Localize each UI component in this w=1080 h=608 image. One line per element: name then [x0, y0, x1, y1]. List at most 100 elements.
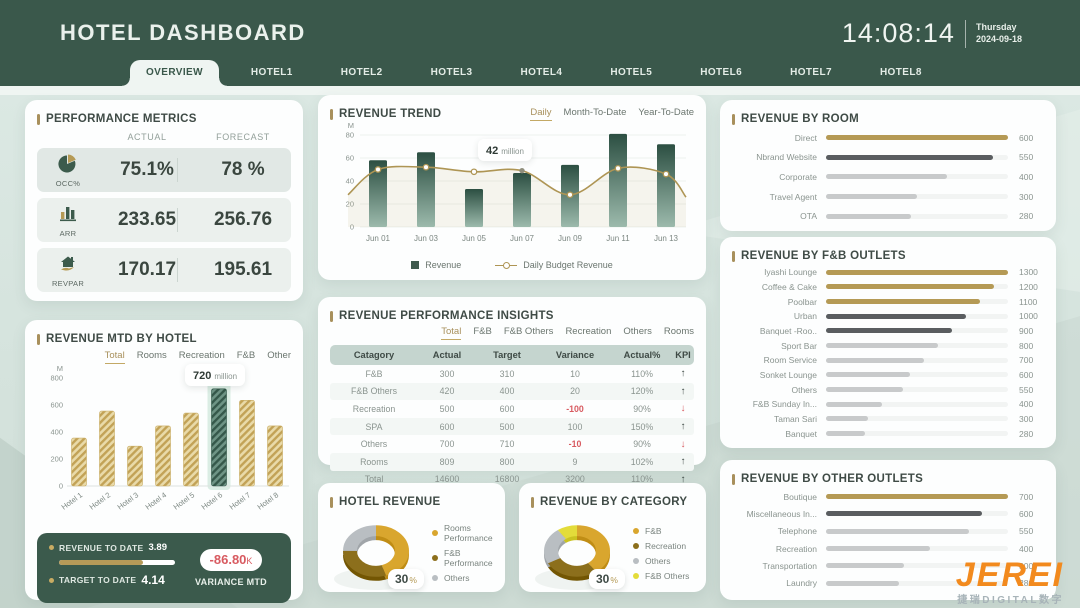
table-cell: 16800 — [494, 474, 520, 485]
mtd-tab-total[interactable]: Total — [104, 350, 125, 364]
insights-tab-recreation[interactable]: Recreation — [565, 326, 612, 337]
tab-overview[interactable]: OVERVIEW — [122, 60, 227, 86]
trend-tab-yeartodate[interactable]: Year-To-Date — [638, 107, 694, 118]
fb-outlet-value: 1200 — [1019, 281, 1038, 292]
svg-text:Jun 03: Jun 03 — [414, 234, 439, 243]
table-cell: 809 — [439, 456, 455, 467]
fb-outlet-bar-track — [826, 284, 1008, 290]
fb-outlet-label: Sport Bar — [781, 340, 817, 351]
room-bar-fill — [826, 174, 948, 180]
tab-hotel3[interactable]: HOTEL3 — [430, 67, 473, 78]
other-outlet-bar-track — [826, 494, 1008, 500]
tab-hotel8[interactable]: HOTEL8 — [879, 67, 922, 78]
table-header-cell: KPI — [675, 350, 691, 360]
legend-dot — [633, 542, 639, 549]
tab-hotel2[interactable]: HOTEL2 — [340, 67, 383, 78]
other-outlet-value: 280 — [1019, 578, 1034, 589]
table-cell: 710 — [499, 439, 515, 450]
table-cell: 420 — [439, 386, 455, 397]
metric-row-revpar: REVPAR 170.17 195.61 — [37, 248, 291, 292]
table-cell: F&B Others — [351, 386, 397, 397]
table-cell: 500 — [499, 421, 515, 432]
other-outlet-bar-fill — [826, 528, 969, 534]
title-accent-bar — [330, 496, 333, 508]
insights-tab-total[interactable]: Total — [441, 326, 462, 340]
other-outlet-row: Recreation 400 — [732, 544, 1044, 554]
svg-text:Jun 13: Jun 13 — [654, 234, 679, 243]
svg-text:60: 60 — [346, 154, 354, 163]
house-hand-icon — [58, 253, 78, 278]
fb-outlet-value: 1300 — [1019, 267, 1038, 278]
table-cell: Recreation — [352, 403, 396, 414]
fb-outlet-bar-fill — [826, 431, 866, 437]
fb-outlet-row: Taman Sari 300 — [732, 414, 1044, 424]
insights-tab-rooms[interactable]: Rooms — [663, 326, 694, 337]
insights-tab-fbothers[interactable]: F&B Others — [503, 326, 554, 337]
legend-label: Others — [444, 573, 470, 583]
room-label: Direct — [794, 132, 817, 143]
other-outlet-value: 400 — [1019, 543, 1034, 554]
fb-outlet-value: 1000 — [1019, 311, 1038, 322]
table-header-cell: Variance — [555, 350, 595, 360]
jerei-logo-subtext: 捷瑞DIGITAL数字 — [957, 595, 1064, 606]
trend-chart-svg: 80 60 40 20 0 M Jun 01 Jun 03 Jun 05 Jun 07 Jun 09… — [346, 121, 687, 243]
tab-hotel7[interactable]: HOTEL7 — [790, 67, 832, 78]
legend-dot — [633, 557, 639, 564]
tab-hotel6[interactable]: HOTEL6 — [700, 67, 743, 78]
panel-title: PERFORMANCE METRICS — [46, 113, 197, 125]
metric-divider — [176, 208, 178, 232]
tab-hotel1[interactable]: HOTEL1 — [250, 67, 293, 78]
bar-chart-icon — [58, 203, 78, 228]
mtd-tab-fb[interactable]: F&B — [236, 350, 256, 361]
table-cell: 600 — [439, 421, 455, 432]
other-outlet-row: Boutique 700 — [732, 492, 1044, 502]
table-cell: 150% — [630, 421, 654, 432]
other-outlet-bar-track — [826, 528, 1008, 534]
category-donut: 30% — [531, 513, 631, 593]
trend-tab-monthtodate[interactable]: Month-To-Date — [563, 107, 627, 118]
svg-text:Hotel 2: Hotel 2 — [88, 490, 113, 511]
pie-chart-icon — [58, 153, 78, 178]
mtd-tab-rooms[interactable]: Rooms — [136, 350, 167, 361]
panel-title: REVENUE PERFORMANCE INSIGHTS — [339, 310, 554, 322]
trend-tab-daily[interactable]: Daily — [530, 107, 552, 121]
table-cell: SPA — [365, 421, 383, 432]
column-header-forecast: FORECAST — [216, 132, 270, 142]
insights-tab-others[interactable]: Others — [623, 326, 652, 337]
page-title: HOTEL DASHBOARD — [60, 20, 306, 45]
legend-item: Others — [432, 573, 493, 583]
title-accent-bar — [732, 250, 735, 262]
title-accent-bar — [732, 113, 735, 125]
tab-hotel5[interactable]: HOTEL5 — [610, 67, 653, 78]
svg-text:20: 20 — [346, 200, 354, 209]
title-accent-bar — [531, 496, 534, 508]
insights-tab-fb[interactable]: F&B — [473, 326, 492, 337]
fb-outlet-label: Iyashi Lounge — [764, 267, 817, 278]
fb-outlet-bar-fill — [826, 416, 868, 422]
metric-divider — [176, 258, 178, 282]
mtd-tab-recreation[interactable]: Recreation — [178, 350, 225, 361]
fb-outlet-label: Coffee & Cake — [761, 281, 817, 292]
tab-hotel4[interactable]: HOTEL4 — [520, 67, 563, 78]
trend-legend: Revenue Daily Budget Revenue — [330, 260, 694, 270]
fb-outlet-bar-track — [826, 372, 1008, 378]
hotel_revenue-svg — [334, 525, 418, 590]
title-accent-bar — [330, 108, 333, 120]
clock-date: 2024-09-18 — [975, 33, 1022, 44]
table-cell: 90% — [633, 439, 651, 450]
fb-outlet-value: 1100 — [1019, 296, 1038, 307]
table-cell: ↑ — [680, 385, 686, 397]
svg-text:800: 800 — [50, 374, 63, 383]
room-bar-fill — [826, 194, 917, 200]
table-header-cell: Target — [493, 350, 521, 360]
svg-text:Hotel 1: Hotel 1 — [60, 490, 85, 511]
mtd-tab-other[interactable]: Other — [267, 350, 291, 361]
other-outlet-bar-track — [826, 580, 1008, 586]
table-row: Recreation 500 600 -100 90% ↓ — [330, 400, 694, 418]
title-accent-bar — [37, 113, 40, 125]
table-cell: 310 — [499, 368, 515, 379]
svg-text:Jun 11: Jun 11 — [606, 234, 630, 243]
other-outlet-label: Laundry — [786, 578, 817, 589]
other-outlet-value: 700 — [1019, 491, 1034, 502]
